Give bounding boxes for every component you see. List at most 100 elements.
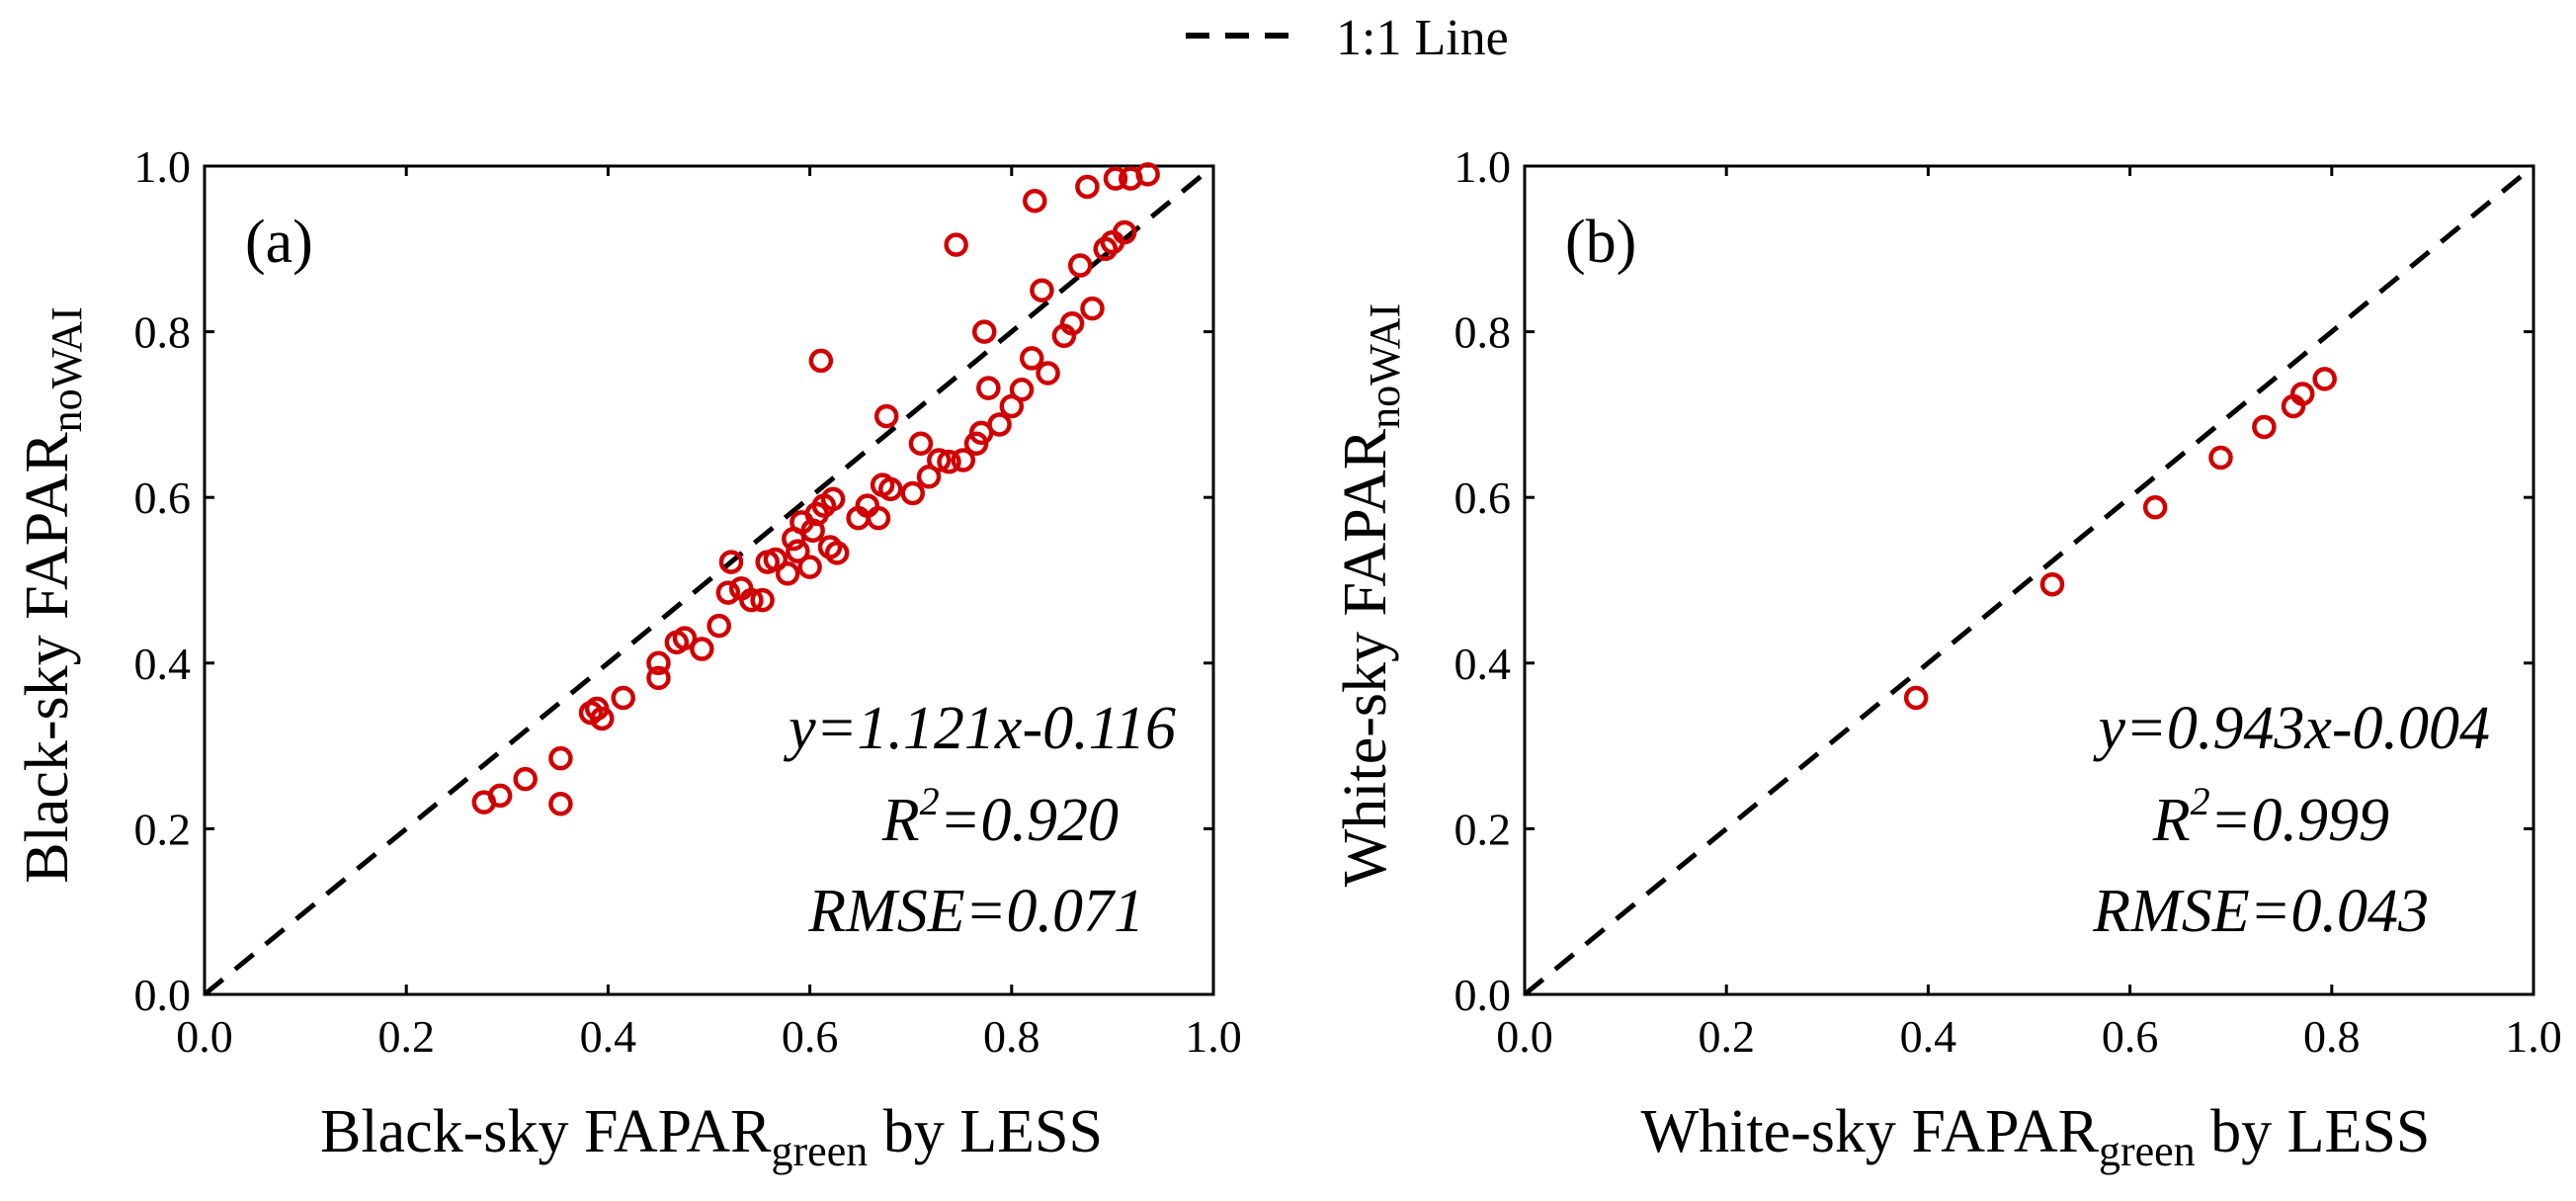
panel-a-y-tick-label: 0.6: [134, 472, 192, 523]
panel-a-xlabel-suffix: by LESS: [868, 1098, 1103, 1165]
panel-a-y-tick-label: 0.8: [134, 307, 192, 358]
panel-a-data-point: [715, 580, 741, 605]
panel-a-equation: y=1.121x-0.116: [783, 695, 1176, 762]
panel-a-data-point: [1030, 278, 1054, 302]
panel-b-one-to-one-line: [1523, 164, 2535, 996]
svg-text:White-sky FAPARnoWAI: White-sky FAPARnoWAI: [1332, 303, 1409, 887]
panel-a-ylabel-sub: noWAI: [42, 306, 91, 432]
panel-b-y-tick-label: 0.0: [1454, 970, 1512, 1020]
panel-b-data-point: [2289, 382, 2315, 406]
panel-a-data-point: [873, 403, 899, 429]
panel-b-label: (b): [1565, 209, 1636, 276]
panel-a-data-point: [1019, 346, 1044, 371]
panel-a-y-tick-label: 1.0: [134, 141, 192, 192]
panel-a-data-point: [824, 541, 850, 565]
panel-a-y-axis-title: Black-sky FAPARnoWAI: [14, 306, 91, 884]
panel-b-data-point: [2252, 414, 2277, 440]
panel-b-r2: R2=0.999: [2152, 779, 2389, 854]
panel-b-data-point: [1903, 685, 1929, 711]
svg-text:White-sky FAPARgreen by LESS: White-sky FAPARgreen by LESS: [1641, 1098, 2431, 1175]
panel-b-equation: y=0.943x-0.004: [2092, 695, 2490, 762]
panel-a-y-tick-label: 0.0: [134, 970, 192, 1020]
panel-a-data-point: [548, 745, 573, 771]
panel-a-data-point: [513, 766, 538, 792]
panel-a-ylabel-main: Black-sky FAPAR: [14, 432, 81, 884]
panel-b-ylabel-main: White-sky FAPAR: [1332, 428, 1399, 887]
panel-a-data-point: [808, 348, 834, 374]
panel-a-x-tick-label: 0.0: [176, 1011, 233, 1062]
panel-b-x-tick-label: 1.0: [2505, 1011, 2562, 1062]
panel-a-frame: [203, 164, 1215, 996]
panel-a-data-point: [590, 706, 615, 731]
panel-a-x-tick-label: 1.0: [1185, 1011, 1242, 1062]
panel-a-data-point: [866, 505, 891, 531]
panel-b-y-axis-title: White-sky FAPARnoWAI: [1332, 303, 1409, 887]
panel-a-rmse: RMSE=0.071: [807, 878, 1144, 945]
panel-a-data-point: [927, 448, 952, 472]
panel-a-data-point: [646, 665, 671, 691]
panel-a-data-point: [487, 783, 513, 809]
legend: 1:1 Line: [1186, 10, 1509, 66]
panel-b-data-point: [2142, 495, 2168, 520]
panel-a-x-tick-label: 0.2: [377, 1011, 435, 1062]
panel-a-data-point: [971, 319, 997, 344]
panel-b-plot-area: 0.0 0.2 0.4 0.6 0.8 1.0 0.0 0.2 0.4 0.6 0.8 1.0: [1454, 141, 2562, 1062]
panel-a-xlabel-main: Black-sky FAPAR: [320, 1098, 772, 1165]
panel-a-data-point: [646, 650, 671, 676]
panel-a-data-point: [750, 587, 775, 613]
panel-a-data-point: [611, 685, 635, 711]
panel-b-x-tick-label: 0.6: [2102, 1011, 2159, 1062]
panel-a-data-point: [1009, 378, 1035, 402]
panel-b-x-tick-label: 0.4: [1900, 1011, 1957, 1062]
panel-a-data-point: [987, 412, 1012, 437]
panel-a-data-point: [1067, 253, 1093, 278]
panel-a-data-point: [706, 613, 731, 639]
panel-a-data-point: [900, 480, 925, 506]
panel-a-data-point: [944, 232, 968, 257]
panel-b-x-tick-label: 0.8: [2303, 1011, 2361, 1062]
panel-a-data-point: [908, 431, 934, 456]
panel-a-data-point: [1059, 310, 1085, 336]
panel-a-data-point: [1135, 162, 1160, 187]
panel-b-x-tick-label: 0.0: [1496, 1011, 1553, 1062]
svg-text:Black-sky FAPARnoWAI: Black-sky FAPARnoWAI: [14, 306, 91, 884]
panel-a-data-point: [976, 376, 1001, 400]
panel-b-xlabel-main: White-sky FAPAR: [1641, 1098, 2100, 1165]
panel-b-data-point: [2039, 571, 2065, 597]
panel-a-data-point: [763, 547, 789, 572]
panel-a-data-point: [1036, 361, 1060, 386]
panel-a-data-point: [820, 486, 846, 512]
panel-b-x-axis-title: White-sky FAPARgreen by LESS: [1641, 1098, 2431, 1175]
panel-a-plot-area: 0.0 0.2 0.4 0.6 0.8 1.0 0.0 0.2 0.4 0.6 0.8 1.0: [134, 141, 1242, 1062]
panel-a-data-point: [672, 626, 698, 650]
panel-a-data-point: [797, 555, 822, 579]
panel-b-data-point: [2312, 367, 2337, 391]
svg-text:Black-sky FAPARgreen by LESS: Black-sky FAPARgreen by LESS: [320, 1098, 1103, 1175]
panel-b-stats: y=0.943x-0.004 R2=0.999 RMSE=0.043: [2092, 695, 2490, 945]
panel-a-x-tick-label: 0.6: [782, 1011, 839, 1062]
panel-b-y-tick-label: 0.8: [1454, 307, 1512, 358]
panel-a-data-point: [775, 561, 800, 586]
panel-b-ylabel-sub: noWAI: [1361, 303, 1409, 429]
panel-a-x-tick-label: 0.8: [983, 1011, 1040, 1062]
panel-a-r2: R2=0.920: [881, 779, 1119, 854]
panel-a-y-tick-label: 0.2: [134, 804, 192, 854]
panel-a-data-point: [786, 539, 810, 563]
panel-a-label: (a): [245, 209, 313, 276]
panel-b-frame: [1523, 164, 2535, 996]
panel-b-data-point: [2208, 445, 2233, 471]
panel-a-data-point: [739, 587, 764, 613]
panel-b-y-tick-label: 1.0: [1454, 141, 1512, 192]
panel-b-xlabel-suffix: by LESS: [2196, 1098, 2431, 1165]
panel-a-stats: y=1.121x-0.116 R2=0.920 RMSE=0.071: [783, 695, 1176, 945]
panel-a-x-axis-title: Black-sky FAPARgreen by LESS: [320, 1098, 1103, 1175]
panel-a-data-point: [878, 476, 903, 502]
panel-a-data-point: [1023, 188, 1047, 214]
panel-b-xlabel-sub: green: [2099, 1127, 2196, 1175]
panel-b-x-tick-label: 0.2: [1698, 1011, 1755, 1062]
panel-a-data-point: [1075, 174, 1100, 200]
panel-b-y-tick-label: 0.6: [1454, 472, 1512, 523]
panel-b: White-sky FAPARnoWAI 0.0 0.2 0.4 0.6 0.8 1.00…: [1332, 141, 2562, 1175]
panel-a: Black-sky FAPARnoWAI 0.0 0.2 0.4 0.6 0.8 1.00…: [14, 141, 1242, 1175]
